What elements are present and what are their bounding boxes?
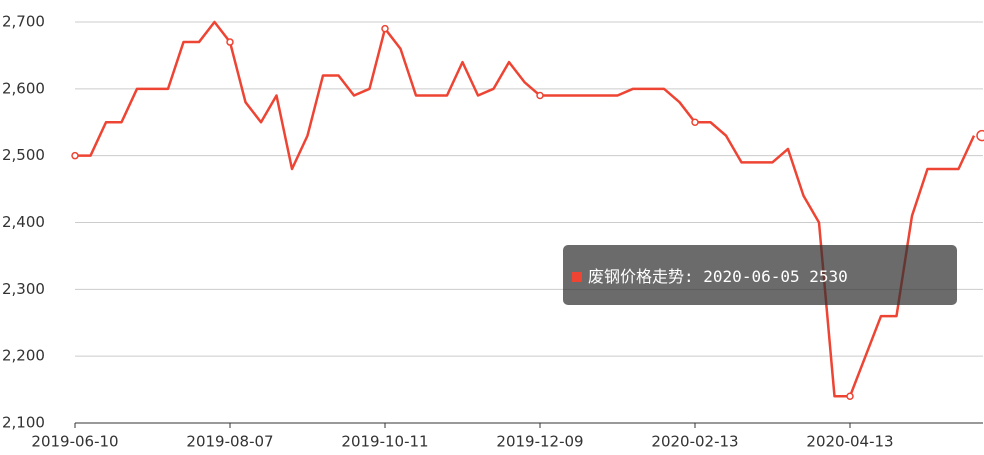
y-tick-label: 2,300 (2, 280, 45, 298)
tooltip-space (800, 267, 810, 286)
line (75, 20, 976, 398)
point (976, 129, 984, 142)
point (71, 151, 79, 160)
y-tick-label: 2,600 (2, 79, 45, 97)
point (846, 392, 854, 401)
y-tick-label: 2,200 (2, 347, 45, 365)
plot (71, 20, 984, 401)
tooltip-marker (572, 272, 582, 282)
point (536, 91, 544, 100)
x-tick-label: 2019-12-09 (496, 433, 583, 451)
point (691, 118, 699, 126)
y-tick-label: 2,400 (2, 213, 45, 231)
point (381, 24, 389, 33)
tooltip-date: 2020-06-05 (703, 267, 799, 286)
y-tick-label: 2,100 (2, 414, 45, 432)
x-tick-label: 2019-10-11 (341, 433, 428, 451)
tooltip-value: 2530 (809, 267, 848, 286)
x-tick-label: 2019-06-10 (31, 433, 118, 451)
tooltip-box (563, 245, 957, 305)
x-tick-label: 2020-02-13 (651, 433, 738, 451)
point (226, 38, 234, 46)
y-tick-label: 2,500 (2, 146, 45, 164)
tooltip-series: 废钢价格走势 (588, 267, 684, 286)
y-tick-label: 2,700 (2, 13, 45, 31)
tooltip: 废钢价格走势: 2020-06-05 2530 (563, 245, 957, 305)
x-tick-label: 2020-04-13 (806, 433, 893, 451)
tooltip-sep: : (684, 267, 703, 286)
grid: 2,100 2,200 2,300 2,400 2,500 2,600 2,700 2019-… (2, 13, 983, 451)
x-tick-label: 2019-08-07 (186, 433, 273, 451)
tooltip-text: 废钢价格走势: 2020-06-05 2530 (588, 267, 848, 286)
